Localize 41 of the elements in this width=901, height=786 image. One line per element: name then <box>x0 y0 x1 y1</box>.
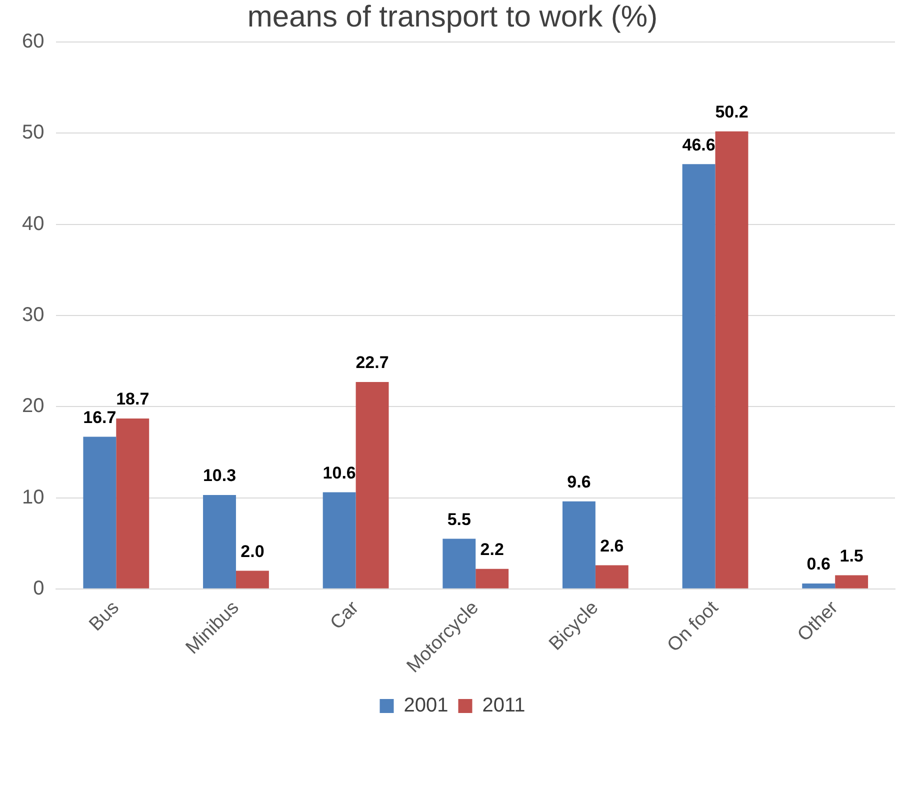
data-label: 1.5 <box>840 546 864 566</box>
data-label: 16.7 <box>83 408 116 427</box>
bar <box>835 575 868 588</box>
data-label: 2.2 <box>480 540 504 560</box>
data-label: 10.6 <box>322 463 356 482</box>
legend-label: 2001 <box>404 694 448 717</box>
bar <box>802 583 836 588</box>
bar <box>682 164 716 588</box>
bar <box>83 436 116 588</box>
bar <box>562 501 596 588</box>
data-label: 5.5 <box>447 510 471 529</box>
y-tick-label: 40 <box>22 212 44 235</box>
y-tick-label: 10 <box>22 486 44 508</box>
chart-title: means of transport to work (%) <box>247 0 658 34</box>
y-tick-label: 50 <box>22 122 44 144</box>
bar <box>203 495 236 588</box>
legend-label: 2011 <box>482 694 526 717</box>
data-label: 2.0 <box>240 542 264 561</box>
bar <box>595 565 628 588</box>
y-tick-label: 30 <box>22 304 44 326</box>
bar <box>322 492 356 588</box>
bar <box>236 570 269 588</box>
bar <box>476 568 509 588</box>
data-label: 10.3 <box>202 466 236 486</box>
data-label: 9.6 <box>567 472 591 492</box>
data-label: 0.6 <box>806 554 830 574</box>
data-label: 50.2 <box>715 102 748 122</box>
bar <box>116 418 150 588</box>
data-label: 18.7 <box>116 390 150 409</box>
y-tick-label: 20 <box>22 395 44 418</box>
bar <box>356 382 389 588</box>
bar <box>715 131 748 588</box>
data-label: 46.6 <box>682 135 716 154</box>
data-label: 22.7 <box>356 353 389 372</box>
x-tick-label: Car <box>326 596 364 634</box>
bar <box>442 538 476 588</box>
x-tick-label: On foot <box>664 596 724 656</box>
y-tick-label: 60 <box>22 30 44 53</box>
data-label: 2.6 <box>600 536 624 556</box>
y-tick-label: 0 <box>33 577 44 600</box>
x-tick-label: Bus <box>85 597 124 636</box>
